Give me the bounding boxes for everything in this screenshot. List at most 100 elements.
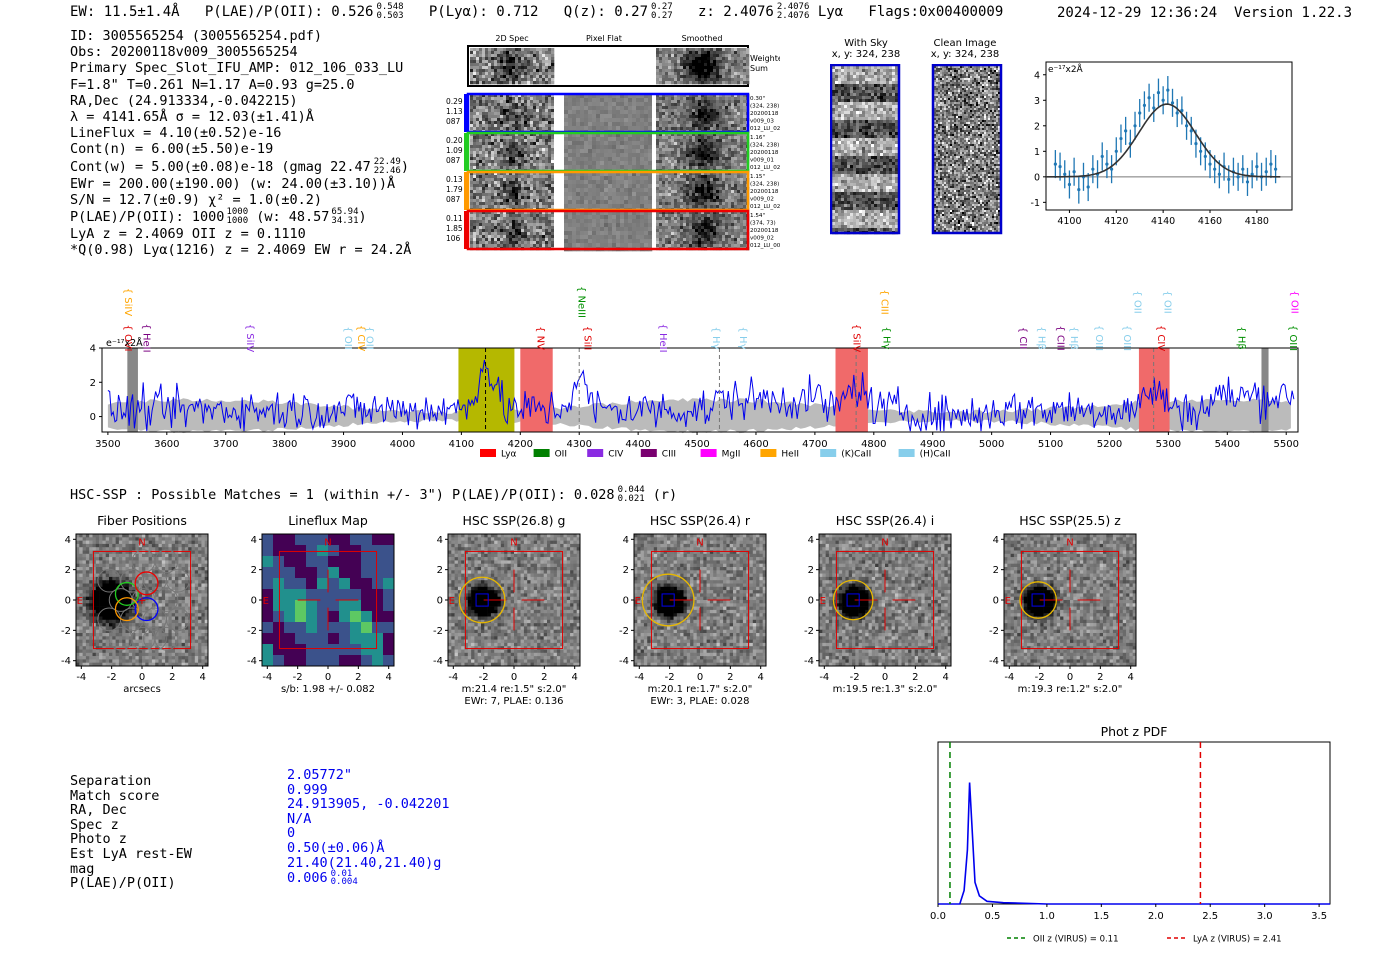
spec-xtick: 4700 xyxy=(802,439,827,450)
hsc-ytick: 4 xyxy=(437,535,443,546)
spec-error-band xyxy=(107,398,1291,434)
hsc-xtick: 0 xyxy=(325,672,331,683)
hsc-xtick: 2 xyxy=(912,672,918,683)
spec-line-label: { Hβ xyxy=(1235,326,1246,349)
hsc-xtick: 0 xyxy=(882,672,888,683)
hsc-north-label: N xyxy=(696,537,703,548)
hsc-caption: EWr: 7, PLAE: 0.136 xyxy=(464,696,563,707)
qz-hi: 0.27 xyxy=(651,2,673,12)
pdf-xtick: 0.5 xyxy=(984,911,1000,922)
fiber-row-info: 012_LU_026 xyxy=(750,165,780,171)
timestamp: 2024-12-29 12:36:24 xyxy=(1057,5,1218,21)
spec-line-label: { Hγ xyxy=(710,327,721,350)
hsc-panel: HSC SSP(26.4) r N E 4 2 0 -2 -4 -4 -2 0 2 4 m:20.1 re… xyxy=(619,513,767,707)
header-line: EW: 11.5±1.4Å P(LAE)/P(OII): 0.526 0.548 0… xyxy=(70,3,1003,21)
hsc-xtick: -4 xyxy=(634,672,644,683)
fit-ytick: 1 xyxy=(1034,147,1040,158)
spec-xtick: 5300 xyxy=(1156,439,1181,450)
with-sky-frame xyxy=(830,64,901,235)
match-value: N/A xyxy=(287,810,312,827)
info-q: *Q(0.98) Lyα(1216) z = 2.4069 EW r = 24.… xyxy=(70,242,412,259)
fit-point xyxy=(1217,160,1221,189)
clean-image xyxy=(934,66,1001,233)
hsc-xtick: 0 xyxy=(1067,672,1073,683)
spec-red-band xyxy=(1138,348,1170,432)
spec-line-label: { NV xyxy=(534,326,545,350)
fit-point xyxy=(1269,150,1273,179)
fit-xtick: 4140 xyxy=(1151,216,1175,227)
hsc-east-label: E xyxy=(820,596,826,607)
hsc-ytick: -4 xyxy=(433,656,443,667)
info-line: LineFlux = 4.10(±0.52)e-16 xyxy=(70,125,282,142)
spec-line-label: { HeII xyxy=(657,323,668,352)
hsc-search-box xyxy=(464,550,564,650)
timestamp-line: 2024-12-29 12:36:24 Version 1.22.3 xyxy=(1057,5,1352,21)
hsc-caption: s/b: 1.98 +/- 0.082 xyxy=(281,684,375,695)
hsc-caption: m:20.1 re:1.7" s:2.0" xyxy=(648,684,753,695)
match-label: Spec z xyxy=(70,816,119,833)
hsc-ytick: 4 xyxy=(251,535,257,546)
z-lo: 2.4076 xyxy=(776,11,810,21)
fit-ytick: 0 xyxy=(1034,172,1040,183)
spec-xtick: 3800 xyxy=(272,439,297,450)
hsc-ytick: 0 xyxy=(251,596,257,607)
hsc-ytick: -2 xyxy=(989,626,999,637)
fiber-smoothed xyxy=(656,94,750,134)
fiber-circle xyxy=(143,626,167,651)
fiber-row-info: 20200118 xyxy=(750,111,779,117)
detection-info: ID: 3005565254 (3005565254.pdf) Obs: 2020… xyxy=(70,28,411,258)
hsc-ytick: 4 xyxy=(993,535,999,546)
hsc-panel: Lineflux Map N E 4 2 0 -2 -4 -4 -2 0 2 4 s/b: 1.98 +/… xyxy=(247,513,395,695)
fit-point xyxy=(1166,76,1170,105)
hsc-xtick: 4 xyxy=(386,672,392,683)
spec-gray-band xyxy=(1261,348,1269,432)
hsc-panel: HSC SSP(25.5) z N E 4 2 0 -2 -4 -4 -2 0 2 4 m:19.3 re… xyxy=(989,513,1137,695)
spec-line-label: { SiII xyxy=(581,326,592,351)
match-label: RA, Dec xyxy=(70,802,127,819)
hsc-ytick: -4 xyxy=(619,656,629,667)
spec-trace xyxy=(107,359,1295,432)
hsc-north-label: N xyxy=(1066,537,1073,548)
fit-point xyxy=(1091,155,1095,184)
spec-line-label: { CII xyxy=(1017,327,1028,349)
fit-unit: e⁻¹⁷x2Å xyxy=(1048,63,1084,75)
hsc-east-label: E xyxy=(263,596,269,607)
fiber-circle xyxy=(154,626,179,651)
fit-point xyxy=(1067,170,1072,199)
pdf-xtick: 3.0 xyxy=(1257,911,1273,922)
hsc-xtick: 2 xyxy=(1097,672,1103,683)
fit-point xyxy=(1105,150,1109,179)
pdf-title: Phot z PDF xyxy=(1101,724,1168,739)
match-value: 0 xyxy=(287,825,296,842)
hsc-caption: m:21.4 re:1.5" s:2.0" xyxy=(462,684,567,695)
hsc-xtick: -4 xyxy=(448,672,458,683)
hsc-match-ellipse xyxy=(832,579,874,621)
hsc-ytick: 2 xyxy=(65,565,71,576)
hsc-ytick: 4 xyxy=(65,535,71,546)
fiber-pixel-flat xyxy=(564,211,653,252)
fit-point xyxy=(1189,116,1193,145)
info-plae: P(LAE)/P(OII): 1000 1000 1000 (w: 48.57 65.… xyxy=(70,207,367,227)
match-values: 2.05772" 0.999 24.913905, -0.042201 N/A 0 0.5… xyxy=(287,768,450,887)
hsc-ytick: -2 xyxy=(804,626,814,637)
hsc-xtick: -4 xyxy=(1004,672,1014,683)
fit-point xyxy=(1077,175,1081,204)
spec-line-label: { OIII xyxy=(1287,325,1298,351)
spec-line-label: { Hγ xyxy=(881,327,892,350)
hsc-match-ellipse xyxy=(1019,581,1057,619)
hsc-cutout xyxy=(819,534,952,667)
fit-point xyxy=(1110,155,1114,184)
fit-curve xyxy=(1046,103,1281,178)
fit-point xyxy=(1063,160,1067,189)
hsc-north-label: N xyxy=(324,537,331,548)
hsc-crosshair xyxy=(483,569,545,631)
spec-xtick: 4000 xyxy=(390,439,415,450)
match-label: P(LAE)/P(OII) xyxy=(70,875,176,892)
spec-line-label: { SiIV xyxy=(244,324,255,353)
pdf-xtick: 0.0 xyxy=(930,911,946,922)
spec-line-label: { HeII xyxy=(141,323,152,352)
info-line: F=1.8" T=0.261 N=1.17 A=0.93 g=25.0 xyxy=(70,76,355,93)
spec-xtick: 5500 xyxy=(1273,439,1298,450)
hsc-xtick: -2 xyxy=(1035,672,1045,683)
fit-point xyxy=(1142,91,1146,120)
